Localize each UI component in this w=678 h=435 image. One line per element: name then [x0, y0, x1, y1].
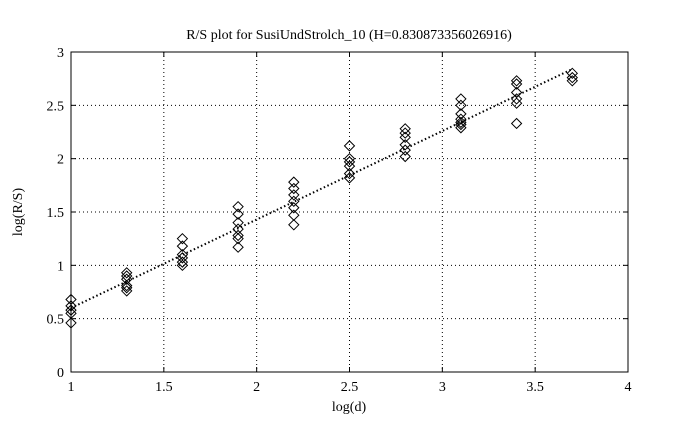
data-point-diamond — [120, 267, 133, 279]
ticks: 1 1.5 2 2.5 3 3.5 4 0 0.5 1 1.5 2 2.5 3 — [47, 46, 632, 395]
data-point-diamond — [288, 195, 300, 208]
data-point-diamond — [510, 97, 523, 109]
x-tick-label: 4 — [625, 380, 632, 395]
data-point-diamond — [566, 67, 579, 80]
data-point-diamond — [288, 209, 300, 221]
y-tick-label: 0 — [57, 366, 64, 381]
data-point-diamond — [566, 71, 579, 84]
data-point-diamond — [566, 75, 579, 87]
data-point-diamond — [176, 248, 189, 261]
data-point-diamond — [343, 140, 356, 152]
data-point-diamond — [232, 200, 244, 213]
data-point-diamond — [399, 131, 411, 144]
y-axis-label: log(R/S) — [11, 188, 26, 237]
y-tick-label: 1 — [57, 259, 64, 274]
x-tick-label: 1.5 — [155, 380, 173, 395]
data-point-diamond — [510, 117, 523, 130]
data-point-diamond — [232, 208, 244, 220]
data-point-diamond — [232, 229, 244, 242]
x-axis-label: log(d) — [332, 400, 367, 415]
x-tick-label: 3.5 — [526, 380, 544, 395]
x-tick-label: 3 — [439, 380, 446, 395]
y-tick-label: 2 — [57, 153, 64, 168]
data-point-diamond — [455, 93, 467, 105]
data-point-diamond — [399, 127, 411, 139]
data-point-diamond — [399, 139, 411, 151]
data-point-diamond — [176, 256, 189, 268]
data-points — [65, 67, 579, 329]
chart-title: R/S plot for SusiUndStrolch_10 (H=0.8308… — [186, 28, 512, 43]
data-point-diamond — [232, 216, 244, 229]
y-tick-label: 3 — [57, 46, 64, 61]
data-point-diamond — [288, 189, 300, 201]
data-point-diamond — [455, 99, 467, 112]
data-point-diamond — [176, 240, 189, 252]
data-point-diamond — [232, 223, 244, 235]
y-tick-label: 0.5 — [47, 313, 65, 328]
data-point-diamond — [288, 182, 300, 195]
x-tick-label: 1 — [68, 380, 75, 395]
data-point-diamond — [343, 152, 356, 165]
data-point-diamond — [120, 282, 133, 294]
y-tick-label: 2.5 — [47, 99, 65, 114]
data-point-diamond — [343, 172, 356, 184]
fit-line-group — [70, 68, 573, 309]
x-tick-label: 2.5 — [341, 380, 359, 395]
data-point-diamond — [455, 113, 467, 125]
data-point-diamond — [176, 252, 189, 264]
data-point-diamond — [343, 156, 356, 168]
data-point-diamond — [510, 75, 523, 87]
data-point-diamond — [343, 167, 356, 180]
data-point-diamond — [455, 108, 467, 120]
data-point-diamond — [399, 150, 411, 163]
fit-line — [70, 68, 573, 309]
grid — [71, 52, 628, 372]
data-point-diamond — [288, 202, 300, 214]
data-point-diamond — [510, 86, 523, 99]
data-point-diamond — [343, 160, 356, 172]
data-point-diamond — [120, 279, 133, 292]
data-point-diamond — [176, 232, 189, 245]
data-point-diamond — [288, 176, 300, 188]
data-point-diamond — [176, 259, 189, 272]
data-point-diamond — [399, 123, 411, 135]
data-point-diamond — [455, 118, 467, 131]
data-point-diamond — [120, 270, 133, 282]
data-point-diamond — [288, 219, 300, 231]
y-tick-label: 1.5 — [47, 206, 65, 221]
x-tick-label: 2 — [253, 380, 260, 395]
data-point-diamond — [232, 241, 244, 253]
data-point-diamond — [399, 144, 411, 156]
data-point-diamond — [510, 93, 523, 105]
